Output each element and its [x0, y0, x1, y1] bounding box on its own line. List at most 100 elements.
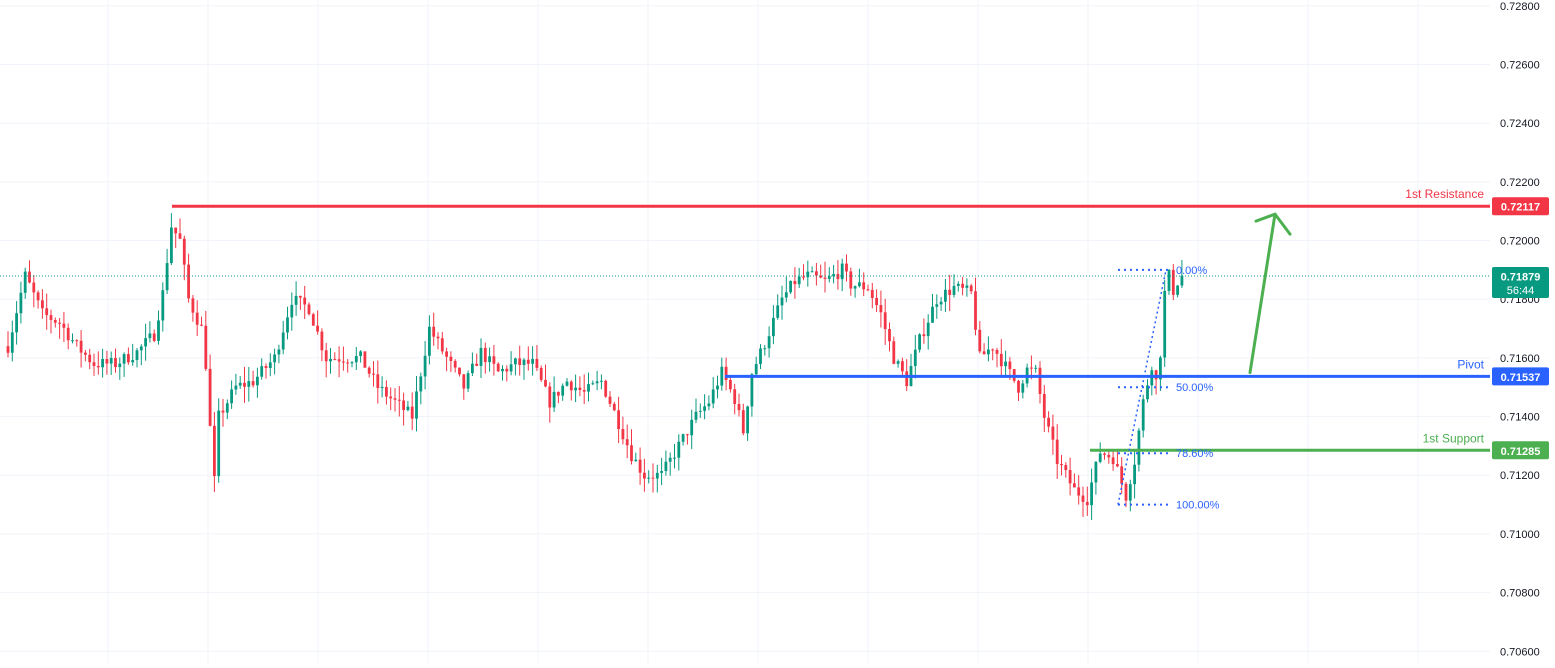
- candle-up: [647, 477, 651, 479]
- candle-up: [797, 276, 801, 285]
- candle-up: [1133, 464, 1136, 485]
- candle-up: [514, 358, 517, 365]
- candle-down: [96, 365, 100, 368]
- candle-down: [84, 352, 87, 355]
- candle-down: [1081, 495, 1085, 502]
- candle-down: [191, 298, 195, 313]
- y-tick-label: 0.71600: [1500, 353, 1540, 365]
- candle-down: [961, 283, 964, 288]
- candle-down: [582, 390, 586, 392]
- candle-up: [1090, 482, 1093, 506]
- candle-down: [836, 274, 840, 280]
- candle-down: [849, 271, 853, 289]
- candle-down: [625, 439, 629, 446]
- candle-down: [32, 282, 36, 293]
- candle-up: [677, 441, 681, 458]
- candle-up: [806, 271, 810, 278]
- candle-down: [303, 297, 307, 305]
- candle-up: [716, 385, 719, 390]
- candle-up: [488, 356, 491, 363]
- candle-up: [1146, 385, 1149, 400]
- candle-up: [406, 406, 410, 411]
- current-price-tag: [1492, 267, 1549, 299]
- countdown-label: 56:44: [1507, 285, 1535, 297]
- candle-up: [853, 286, 857, 289]
- candle-up: [122, 354, 126, 364]
- candle-down: [28, 271, 31, 283]
- candle-down: [1107, 454, 1111, 458]
- candle-up: [939, 301, 943, 305]
- candle-down: [974, 291, 977, 330]
- candle-up: [217, 410, 221, 477]
- candle-up: [832, 274, 835, 277]
- candle-down: [127, 354, 130, 363]
- candle-down: [982, 351, 986, 355]
- fib-level-label: 100.00%: [1176, 500, 1220, 512]
- y-tick-label: 0.71200: [1500, 470, 1540, 482]
- candle-down: [1042, 393, 1046, 418]
- level-price-tag: [1492, 197, 1549, 216]
- candle-up: [591, 383, 595, 385]
- candle-down: [208, 368, 212, 426]
- candle-down: [733, 389, 737, 405]
- candle-up: [681, 434, 685, 442]
- candle-up: [746, 406, 749, 434]
- candle-down: [612, 403, 616, 411]
- candle-down: [251, 381, 255, 386]
- candle-up: [1176, 285, 1179, 295]
- candle-down: [346, 362, 350, 364]
- candle-up: [247, 381, 251, 387]
- level-price-label: 0.71537: [1501, 372, 1541, 384]
- candle-down: [1154, 370, 1158, 380]
- candle-up: [350, 362, 354, 364]
- candle-down: [458, 367, 461, 375]
- y-tick-label: 0.70600: [1500, 646, 1540, 658]
- candle-down: [367, 367, 371, 374]
- candle-down: [686, 434, 689, 436]
- candle-up: [931, 306, 934, 323]
- candle-down: [45, 308, 49, 316]
- candle-up: [1128, 484, 1132, 501]
- candle-down: [539, 367, 543, 380]
- candle-down: [729, 380, 732, 390]
- candle-down: [1171, 269, 1175, 295]
- candle-down: [1068, 470, 1072, 484]
- candle-down: [883, 312, 887, 330]
- candle-down: [363, 351, 367, 368]
- candle-down: [1116, 464, 1119, 467]
- candle-down: [802, 276, 805, 278]
- candle-down: [879, 305, 883, 313]
- candle-up: [952, 285, 956, 295]
- candle-down: [75, 340, 79, 342]
- grid-layer: [0, 0, 1490, 663]
- candle-up: [234, 385, 238, 390]
- candle-down: [875, 298, 878, 306]
- candle-down: [1120, 466, 1124, 484]
- candle-up: [780, 297, 784, 306]
- candle-down: [88, 354, 92, 363]
- candle-up: [286, 317, 289, 333]
- candle-up: [690, 419, 694, 436]
- candle-down: [337, 359, 341, 362]
- candle-down: [630, 445, 633, 462]
- candle-up: [913, 349, 917, 367]
- candle-down: [114, 357, 117, 368]
- candle-down: [901, 361, 904, 372]
- candle-up: [858, 282, 861, 287]
- candle-down: [815, 271, 818, 276]
- candle-down: [178, 233, 182, 239]
- candle-up: [531, 358, 534, 364]
- candle-down: [638, 459, 642, 473]
- candle-down: [1111, 457, 1115, 465]
- candle-down: [66, 327, 70, 341]
- fib-level-label: 0.00%: [1176, 265, 1207, 277]
- candle-up: [926, 322, 930, 337]
- candle-up: [918, 334, 921, 350]
- fib-level-label: 50.00%: [1176, 382, 1214, 394]
- candle-up: [139, 346, 143, 351]
- candle-up: [165, 263, 169, 291]
- candle-down: [402, 400, 405, 411]
- candle-up: [15, 313, 18, 333]
- candle-up: [784, 292, 788, 298]
